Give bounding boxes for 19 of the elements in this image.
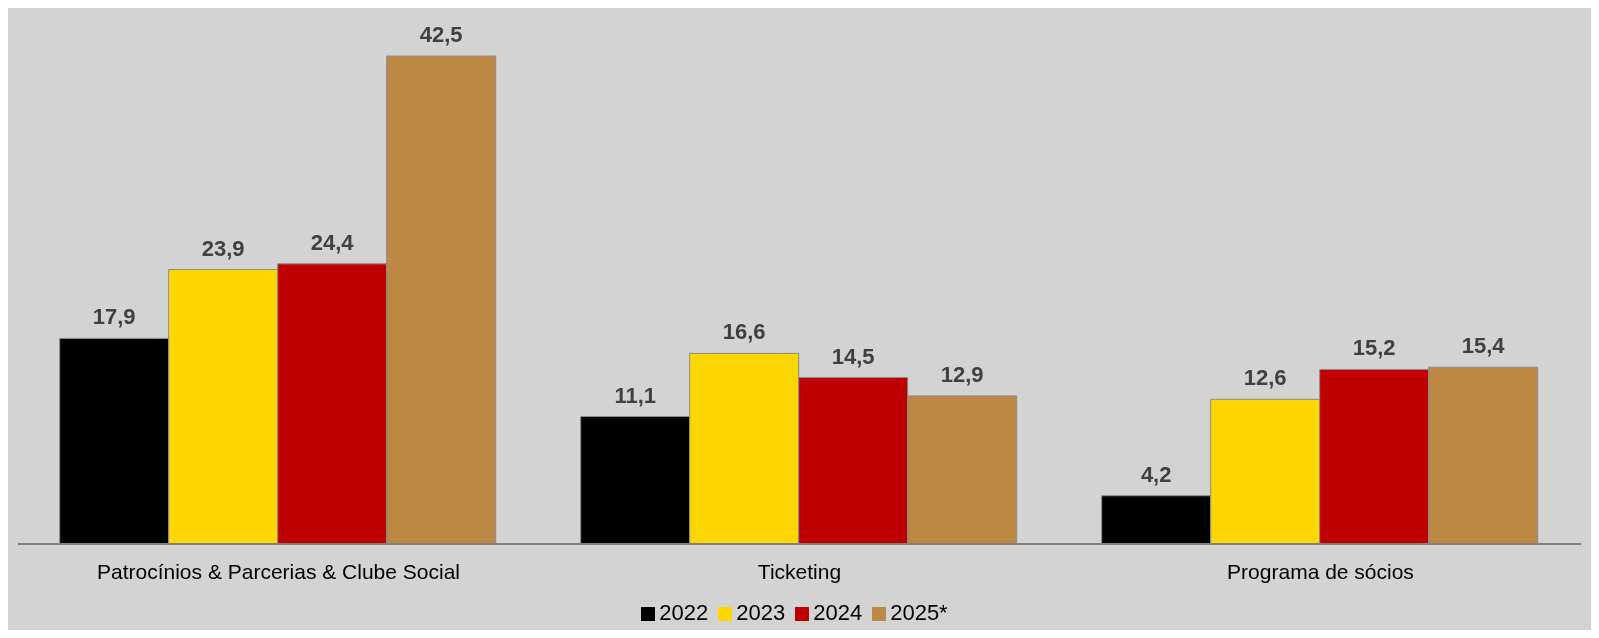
data-label: 24,4 [310, 229, 355, 255]
data-label: 14,5 [831, 343, 875, 369]
legend-label: 2023 [736, 600, 786, 625]
data-label: 23,9 [201, 235, 245, 261]
data-label: 42,5 [419, 22, 463, 47]
data-label: 12,6 [1243, 365, 1287, 391]
data-label: 12,9 [940, 361, 984, 387]
data-label: 11,1 [614, 382, 656, 408]
legend-label: 2022 [659, 600, 709, 625]
legend-label: 2025* [890, 600, 948, 625]
x-tick-label: Patrocínios & Parcerias & Clube Social [97, 559, 460, 583]
legend-label: 2024 [813, 600, 863, 625]
data-label: 15,2 [1352, 335, 1396, 361]
data-label: 17,9 [92, 304, 136, 330]
data-label: 16,6 [722, 319, 766, 345]
data-label: 15,4 [1461, 333, 1506, 359]
x-tick-label: Programa de sócios [1227, 559, 1414, 583]
data-label: 4,2 [1140, 461, 1172, 487]
x-tick-label: Ticketing [757, 559, 842, 583]
